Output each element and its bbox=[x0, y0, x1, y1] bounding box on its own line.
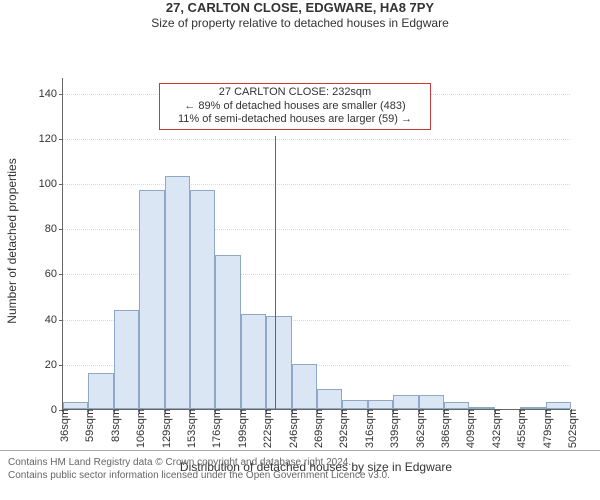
histogram-bar bbox=[241, 314, 266, 409]
footer-line-1: Contains HM Land Registry data © Crown c… bbox=[8, 457, 592, 470]
histogram-bar bbox=[63, 402, 88, 409]
x-tick-label: 246sqm bbox=[284, 409, 300, 448]
gridline bbox=[63, 184, 570, 185]
chart-container: 27, CARLTON CLOSE, EDGWARE, HA8 7PY Size… bbox=[0, 0, 600, 500]
x-tick-label: 455sqm bbox=[512, 409, 528, 448]
histogram-bar bbox=[114, 310, 139, 409]
histogram-bar bbox=[139, 190, 164, 409]
footer-line-2: Contains public sector information licen… bbox=[8, 470, 592, 483]
y-tick-label: 120 bbox=[39, 133, 63, 145]
x-tick-label: 222sqm bbox=[258, 409, 274, 448]
x-tick-label: 316sqm bbox=[360, 409, 376, 448]
histogram-bar bbox=[342, 400, 367, 409]
plot-region: 02040608010012014036sqm59sqm83sqm106sqm1… bbox=[62, 78, 570, 410]
x-tick-label: 36sqm bbox=[55, 409, 71, 442]
y-tick-label: 20 bbox=[45, 359, 63, 371]
x-tick-label: 362sqm bbox=[411, 409, 427, 448]
histogram-bar bbox=[444, 402, 469, 409]
histogram-bar bbox=[317, 389, 342, 409]
chart-title: 27, CARLTON CLOSE, EDGWARE, HA8 7PY bbox=[0, 0, 600, 16]
y-tick-label: 40 bbox=[45, 314, 63, 326]
x-tick-label: 129sqm bbox=[157, 409, 173, 448]
x-tick-label: 269sqm bbox=[309, 409, 325, 448]
chart-subtitle: Size of property relative to detached ho… bbox=[0, 16, 600, 30]
x-tick-label: 59sqm bbox=[80, 409, 96, 442]
histogram-bar bbox=[266, 316, 291, 409]
histogram-bar bbox=[368, 400, 393, 409]
x-tick-label: 502sqm bbox=[563, 409, 579, 448]
gridline bbox=[63, 139, 570, 140]
x-tick-label: 153sqm bbox=[182, 409, 198, 448]
x-tick-label: 83sqm bbox=[106, 409, 122, 442]
y-tick-label: 80 bbox=[45, 223, 63, 235]
annotation-box: 27 CARLTON CLOSE: 232sqm← 89% of detache… bbox=[159, 83, 431, 130]
x-tick-label: 386sqm bbox=[436, 409, 452, 448]
x-tick-label: 409sqm bbox=[461, 409, 477, 448]
annotation-line: 27 CARLTON CLOSE: 232sqm bbox=[164, 86, 426, 100]
x-tick-label: 432sqm bbox=[487, 409, 503, 448]
x-tick-label: 106sqm bbox=[131, 409, 147, 448]
y-tick-label: 100 bbox=[39, 178, 63, 190]
y-axis-title: Number of detached properties bbox=[5, 75, 19, 407]
x-tick-label: 339sqm bbox=[385, 409, 401, 448]
annotation-line: ← 89% of detached houses are smaller (48… bbox=[164, 100, 426, 114]
y-tick-label: 140 bbox=[39, 88, 63, 100]
x-tick-label: 479sqm bbox=[538, 409, 554, 448]
histogram-bar bbox=[546, 402, 571, 409]
histogram-bar bbox=[393, 395, 418, 409]
histogram-bar bbox=[88, 373, 113, 409]
subject-marker-line bbox=[275, 136, 276, 409]
annotation-line: 11% of semi-detached houses are larger (… bbox=[164, 113, 426, 127]
attribution-footer: Contains HM Land Registry data © Crown c… bbox=[0, 450, 600, 486]
x-tick-label: 199sqm bbox=[233, 409, 249, 448]
y-tick-label: 60 bbox=[45, 268, 63, 280]
histogram-bar bbox=[190, 190, 215, 409]
histogram-bar bbox=[419, 395, 444, 409]
histogram-bar bbox=[165, 176, 190, 409]
x-tick-label: 176sqm bbox=[207, 409, 223, 448]
x-tick-label: 292sqm bbox=[334, 409, 350, 448]
histogram-bar bbox=[292, 364, 317, 409]
histogram-bar bbox=[215, 255, 240, 409]
